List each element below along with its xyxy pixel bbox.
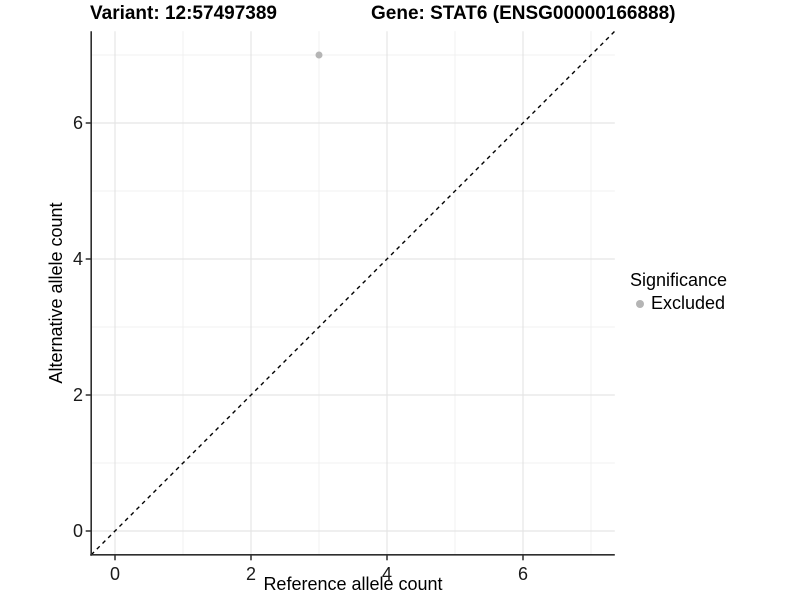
data-point [315, 51, 323, 59]
y-tick-label: 4 [73, 249, 83, 269]
identity-line [90, 30, 616, 556]
plot-title-variant: Variant: 12:57497389 [90, 3, 277, 24]
x-tick-label: 0 [110, 564, 120, 584]
legend-title: Significance [630, 270, 728, 290]
x-tick-label: 4 [382, 564, 392, 584]
y-tick-label: 6 [73, 113, 83, 133]
plot-title-gene: Gene: STAT6 (ENSG00000166888) [371, 3, 676, 24]
legend-entry-label: Excluded [651, 293, 726, 313]
legend-entry-excluded: Excluded [630, 293, 727, 314]
legend: Significance Excluded [630, 270, 727, 314]
legend-point-icon [636, 299, 644, 308]
x-tick-label: 2 [246, 564, 256, 584]
x-axis-title: Reference allele count [263, 574, 443, 594]
y-tick-label: 2 [73, 385, 83, 405]
y-axis-title: Alternative allele count [46, 202, 66, 384]
x-tick-label: 6 [518, 564, 528, 584]
y-tick-label: 0 [73, 521, 83, 541]
